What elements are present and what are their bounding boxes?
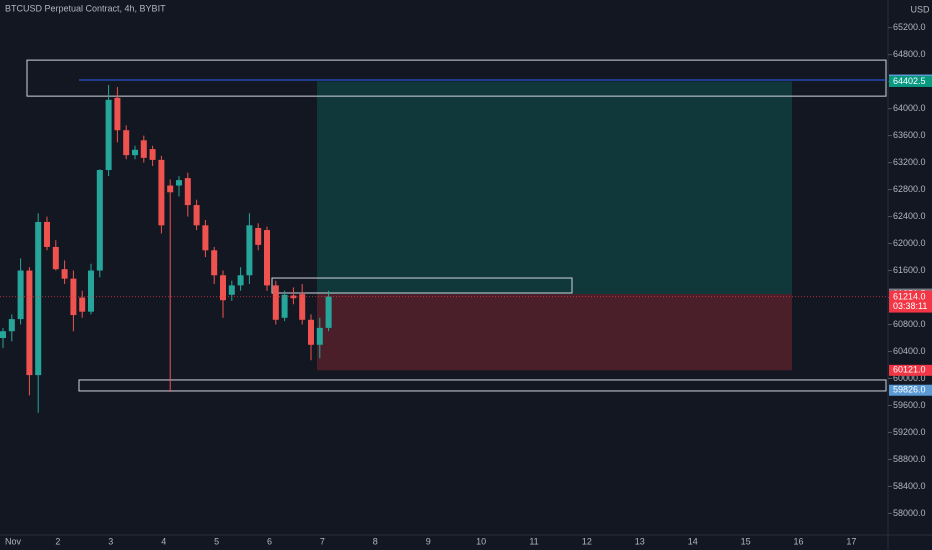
candle-body — [70, 278, 77, 316]
x-tick-label: 6 — [267, 536, 272, 546]
candle-body — [96, 170, 103, 271]
candle-body — [211, 250, 218, 276]
candle-body — [52, 246, 59, 270]
candle-body — [123, 130, 130, 156]
y-tick-label: 65200.0 — [893, 22, 926, 32]
price-label: 60121.0 — [893, 365, 926, 375]
candle-body — [149, 149, 156, 160]
x-tick-label: 14 — [688, 536, 698, 546]
x-tick-label: Nov — [5, 536, 22, 546]
y-tick-label: 62800.0 — [893, 184, 926, 194]
y-tick-label: 60000.0 — [893, 373, 926, 383]
price-label-bg — [889, 75, 932, 87]
candle-body — [202, 225, 209, 251]
zone-box — [26, 59, 887, 97]
candle-body — [158, 159, 165, 226]
x-tick-label: 2 — [55, 536, 60, 546]
x-tick-label: 8 — [373, 536, 378, 546]
candle-body — [299, 294, 306, 320]
y-tick-label: 64800.0 — [893, 49, 926, 59]
chart-title: BTCUSD Perpetual Contract, 4h, BYBIT — [5, 3, 166, 13]
candle-body — [237, 275, 244, 286]
candle-body — [246, 225, 253, 276]
candle-body — [132, 149, 138, 156]
candle-body — [193, 205, 200, 226]
candle-body — [114, 97, 121, 131]
price-label-bg — [889, 384, 932, 396]
price-label-bg — [889, 364, 932, 376]
y-tick-label: 58000.0 — [893, 508, 926, 518]
candle-body — [105, 99, 112, 171]
currency: USD — [910, 4, 930, 14]
price-label: 61214.0 — [893, 291, 926, 301]
y-tick-label: 60800.0 — [893, 319, 926, 329]
candle-body — [290, 295, 297, 299]
candle-body — [17, 270, 24, 320]
x-tick-label: 7 — [320, 536, 325, 546]
x-tick-label: 13 — [635, 536, 645, 546]
price-label: 64402.5 — [893, 76, 926, 86]
candle-body — [316, 327, 323, 345]
candle-body — [308, 319, 314, 345]
candle-body — [35, 221, 42, 376]
zone-box — [78, 379, 887, 392]
y-tick-label: 59600.0 — [893, 400, 926, 410]
y-tick-label: 63200.0 — [893, 157, 926, 167]
zone-box — [271, 277, 573, 294]
candle-body — [228, 285, 235, 295]
x-tick-label: 11 — [529, 536, 538, 546]
candle-body — [26, 270, 33, 376]
price-label: 59826.0 — [893, 385, 926, 395]
candle-body — [176, 180, 182, 186]
profit-zone — [317, 81, 792, 295]
candle-body — [325, 296, 332, 328]
candle-body — [61, 269, 68, 279]
loss-zone — [317, 294, 792, 371]
candle-body — [281, 294, 288, 318]
y-tick-label: 62400.0 — [893, 211, 926, 221]
y-tick-label: 58800.0 — [893, 454, 926, 464]
candle-body — [184, 178, 191, 206]
x-tick-label: 15 — [741, 536, 751, 546]
y-tick-label: 59200.0 — [893, 427, 926, 437]
countdown: 03:38:11 — [893, 301, 927, 311]
candle-body — [140, 140, 147, 158]
candle-body — [79, 297, 86, 312]
y-tick-label: 62000.0 — [893, 238, 926, 248]
candle-body — [88, 270, 94, 312]
candle-body — [264, 230, 270, 286]
x-tick-label: 3 — [108, 536, 113, 546]
candle-body — [0, 331, 6, 339]
candle-body — [167, 185, 174, 193]
x-tick-label: 10 — [476, 536, 486, 546]
candle-body — [8, 319, 15, 332]
x-tick-label: 4 — [161, 536, 166, 546]
candle-body — [255, 228, 262, 245]
candle-body — [272, 285, 279, 320]
candle-body — [44, 221, 50, 247]
y-tick-label: 60400.0 — [893, 346, 926, 356]
y-tick-label: 61600.0 — [893, 265, 926, 275]
candle-body — [220, 275, 226, 301]
x-tick-label: 16 — [793, 536, 803, 546]
x-tick-label: 17 — [846, 536, 856, 546]
x-tick-label: 9 — [426, 536, 431, 546]
y-tick-label: 64000.0 — [893, 103, 926, 113]
price-label-bg — [889, 290, 932, 313]
y-tick-label: 63600.0 — [893, 130, 926, 140]
x-tick-label: 12 — [582, 536, 592, 546]
x-tick-label: 5 — [214, 536, 219, 546]
y-tick-label: 58400.0 — [893, 481, 926, 491]
